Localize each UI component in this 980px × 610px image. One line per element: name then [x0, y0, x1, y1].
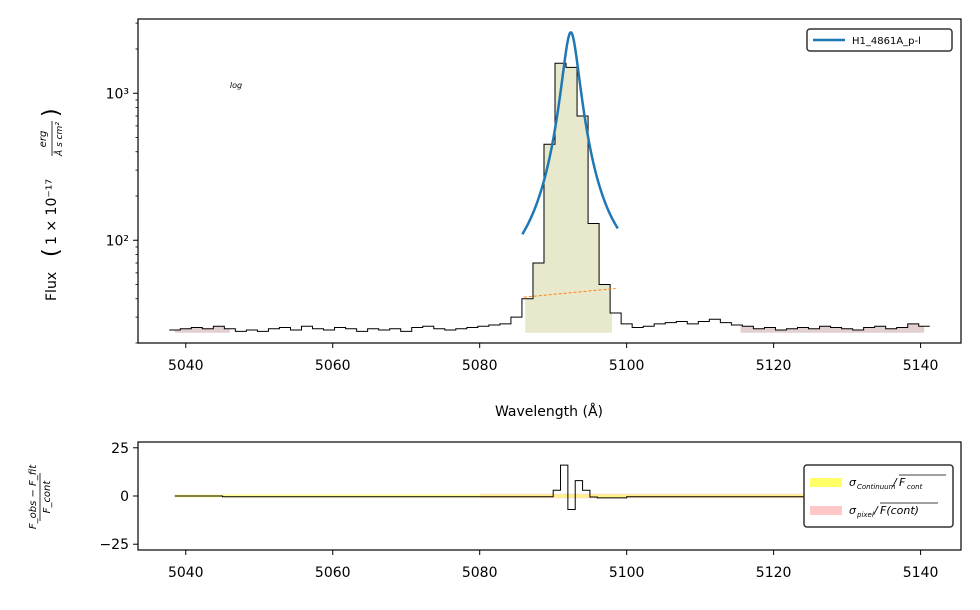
main-xtick-label-5120: 5120 — [756, 358, 792, 374]
residual-fill-layer — [174, 493, 928, 499]
y-label-scale: 1 × 10⁻¹⁷ — [44, 179, 60, 245]
legend-swatch-sigma-pixel — [810, 506, 842, 515]
main-axes-frame — [137, 18, 962, 344]
main-ytick-label-100: 10² — [106, 233, 129, 249]
legend1-sym: σ — [849, 476, 857, 489]
legend2-sym: σ — [849, 504, 857, 517]
main-line-layer — [169, 31, 930, 332]
legend1-sub: Continuum — [857, 483, 896, 491]
legend-label-sigma-continuum: σ Continuum / F cont — [849, 474, 946, 491]
y-label-flux: Flux — [44, 272, 60, 301]
res-xtick-label-5140: 5140 — [903, 565, 939, 581]
y-label-unit-den: Å s cm² — [53, 122, 65, 157]
main-xtick-label-5140: 5140 — [903, 358, 939, 374]
res-xtick-label-5060: 5060 — [315, 565, 351, 581]
residual-x-ticks: 5040 5060 5080 5100 5120 5140 — [168, 550, 938, 581]
main-y-axis-label: Flux ( 1 × 10⁻¹⁷ erg Å s cm² ) — [38, 108, 65, 301]
legend2-sub: pixel — [856, 511, 874, 519]
residual-panel: 5040 5060 5080 5100 5120 5140 −25 0 25 F_obs − … — [28, 441, 962, 581]
log-scale-note: log — [230, 81, 242, 90]
residual-line-layer — [174, 464, 928, 510]
profile-fit-curve — [521, 31, 619, 235]
residual-legend: σ Continuum / F cont σ pixel / F(cont) — [803, 464, 954, 528]
main-xtick-label-5060: 5060 — [315, 358, 351, 374]
res-y-label-den: F_cont — [42, 480, 53, 514]
legend1-over-sub: cont — [907, 483, 923, 491]
res-ytick-label--25: −25 — [99, 537, 129, 553]
res-xtick-label-5080: 5080 — [462, 565, 498, 581]
residual-y-ticks: −25 0 25 — [99, 441, 138, 553]
res-xtick-label-5040: 5040 — [168, 565, 204, 581]
residual-legend-box — [803, 464, 954, 528]
res-ytick-label-0: 0 — [120, 489, 129, 505]
legend-swatch-sigma-continuum — [810, 478, 842, 487]
res-y-label-num: F_obs − F_fit — [28, 464, 39, 529]
y-label-paren-close: ) — [39, 108, 64, 117]
res-ytick-label-25: 25 — [111, 441, 129, 457]
main-legend-box — [806, 28, 953, 52]
main-legend: H1_4861A_p-l — [806, 28, 953, 52]
line-region-fill — [525, 63, 612, 333]
continuum-band-fill-0 — [174, 326, 230, 333]
main-xtick-label-5040: 5040 — [168, 358, 204, 374]
continuum-fit-line — [523, 287, 616, 298]
y-label-paren-open: ( — [39, 248, 64, 257]
y-label-unit-num: erg — [38, 131, 49, 148]
main-xtick-label-5100: 5100 — [609, 358, 645, 374]
main-panel: 5040 5060 5080 5100 5120 5140 10² 10³ log Wave… — [38, 18, 962, 420]
main-x-ticks: 5040 5060 5080 5100 5120 5140 — [168, 343, 938, 374]
residual-y-axis-label: F_obs − F_fit F_cont — [28, 464, 53, 529]
svg-text:/: / — [892, 476, 898, 489]
legend2-over: F(cont) — [880, 504, 919, 517]
observed-spectrum — [169, 62, 930, 332]
main-y-ticks: 10² 10³ — [106, 22, 138, 344]
main-xtick-label-5080: 5080 — [462, 358, 498, 374]
svg-text:/: / — [873, 504, 879, 517]
legend-label-sigma-pixel: σ pixel / F(cont) — [849, 502, 938, 519]
sigma-continuum-band — [174, 494, 928, 498]
res-xtick-label-5120: 5120 — [756, 565, 792, 581]
residual-curve — [174, 464, 928, 510]
legend1-over: F — [899, 476, 906, 489]
res-xtick-label-5100: 5100 — [609, 565, 645, 581]
legend-label-profile: H1_4861A_p-l — [852, 36, 921, 47]
main-ytick-label-1000: 10³ — [106, 86, 129, 102]
main-x-axis-label: Wavelength (Å) — [495, 403, 603, 420]
